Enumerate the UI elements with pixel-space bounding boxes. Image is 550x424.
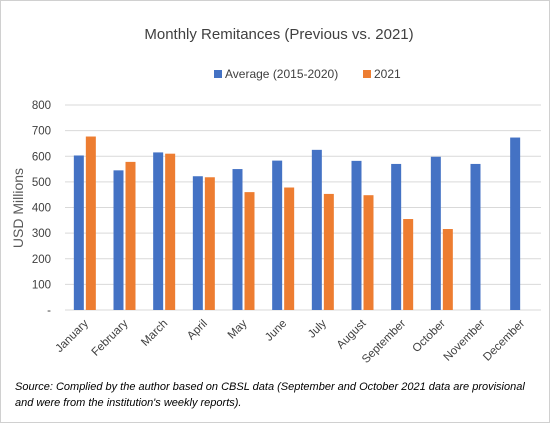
y-tick-label: -	[47, 305, 51, 317]
legend-label: Average (2015-2020)	[225, 67, 338, 81]
bar-2021	[85, 136, 96, 310]
x-tick-label: August	[335, 317, 369, 351]
bar-2021	[363, 195, 374, 310]
legend-swatch	[214, 70, 222, 78]
bar-average	[232, 169, 243, 310]
x-tick-label: May	[226, 317, 250, 341]
legend-swatch	[363, 70, 371, 78]
y-axis-label: USD Millions	[10, 168, 26, 248]
y-tick-label: 200	[32, 254, 51, 266]
bar-average	[73, 155, 84, 310]
x-tick-label: November	[442, 318, 488, 364]
y-axis-ticks: - 100 200 300 400 500 600 700 800	[32, 100, 51, 317]
x-tick-label: February	[90, 317, 131, 358]
bar-2021	[204, 177, 215, 310]
legend-label: 2021	[374, 67, 401, 81]
bar-2021	[323, 193, 334, 310]
x-tick-label: April	[185, 318, 210, 343]
bar-average	[113, 170, 124, 310]
bar-average	[470, 163, 481, 310]
bar-2021	[165, 153, 176, 310]
y-tick-label: 300	[32, 228, 51, 240]
bar-average	[510, 137, 521, 310]
x-tick-label: January	[54, 317, 92, 355]
x-tick-label: October	[411, 318, 449, 356]
y-tick-label: 500	[32, 177, 51, 189]
source-note: Source: Complied by the author based on …	[15, 381, 525, 409]
y-tick-label: 400	[32, 203, 51, 215]
y-tick-label: 600	[32, 151, 51, 163]
bar-average	[391, 163, 402, 310]
x-tick-label: June	[263, 318, 289, 344]
y-tick-label: 700	[32, 126, 51, 138]
bars	[73, 136, 521, 310]
x-tick-label: December	[481, 318, 527, 364]
bar-average	[311, 149, 322, 310]
y-tick-label: 100	[32, 279, 51, 291]
x-tick-label: July	[306, 317, 329, 340]
bar-average	[272, 160, 283, 310]
chart-title: Monthly Remitances (Previous vs. 2021)	[144, 26, 413, 43]
bar-average	[192, 176, 203, 310]
bar-2021	[403, 219, 414, 310]
bar-average	[153, 152, 164, 310]
bar-2021	[284, 187, 295, 310]
bar-average	[351, 160, 362, 310]
y-tick-label: 800	[32, 100, 51, 112]
bar-average	[430, 156, 441, 310]
x-tick-label: March	[139, 318, 170, 349]
legend: Average (2015-2020) 2021	[214, 67, 401, 81]
bar-2021	[442, 229, 453, 310]
gridlines	[65, 104, 541, 311]
bar-2021	[244, 192, 255, 310]
bar-2021	[125, 161, 136, 310]
